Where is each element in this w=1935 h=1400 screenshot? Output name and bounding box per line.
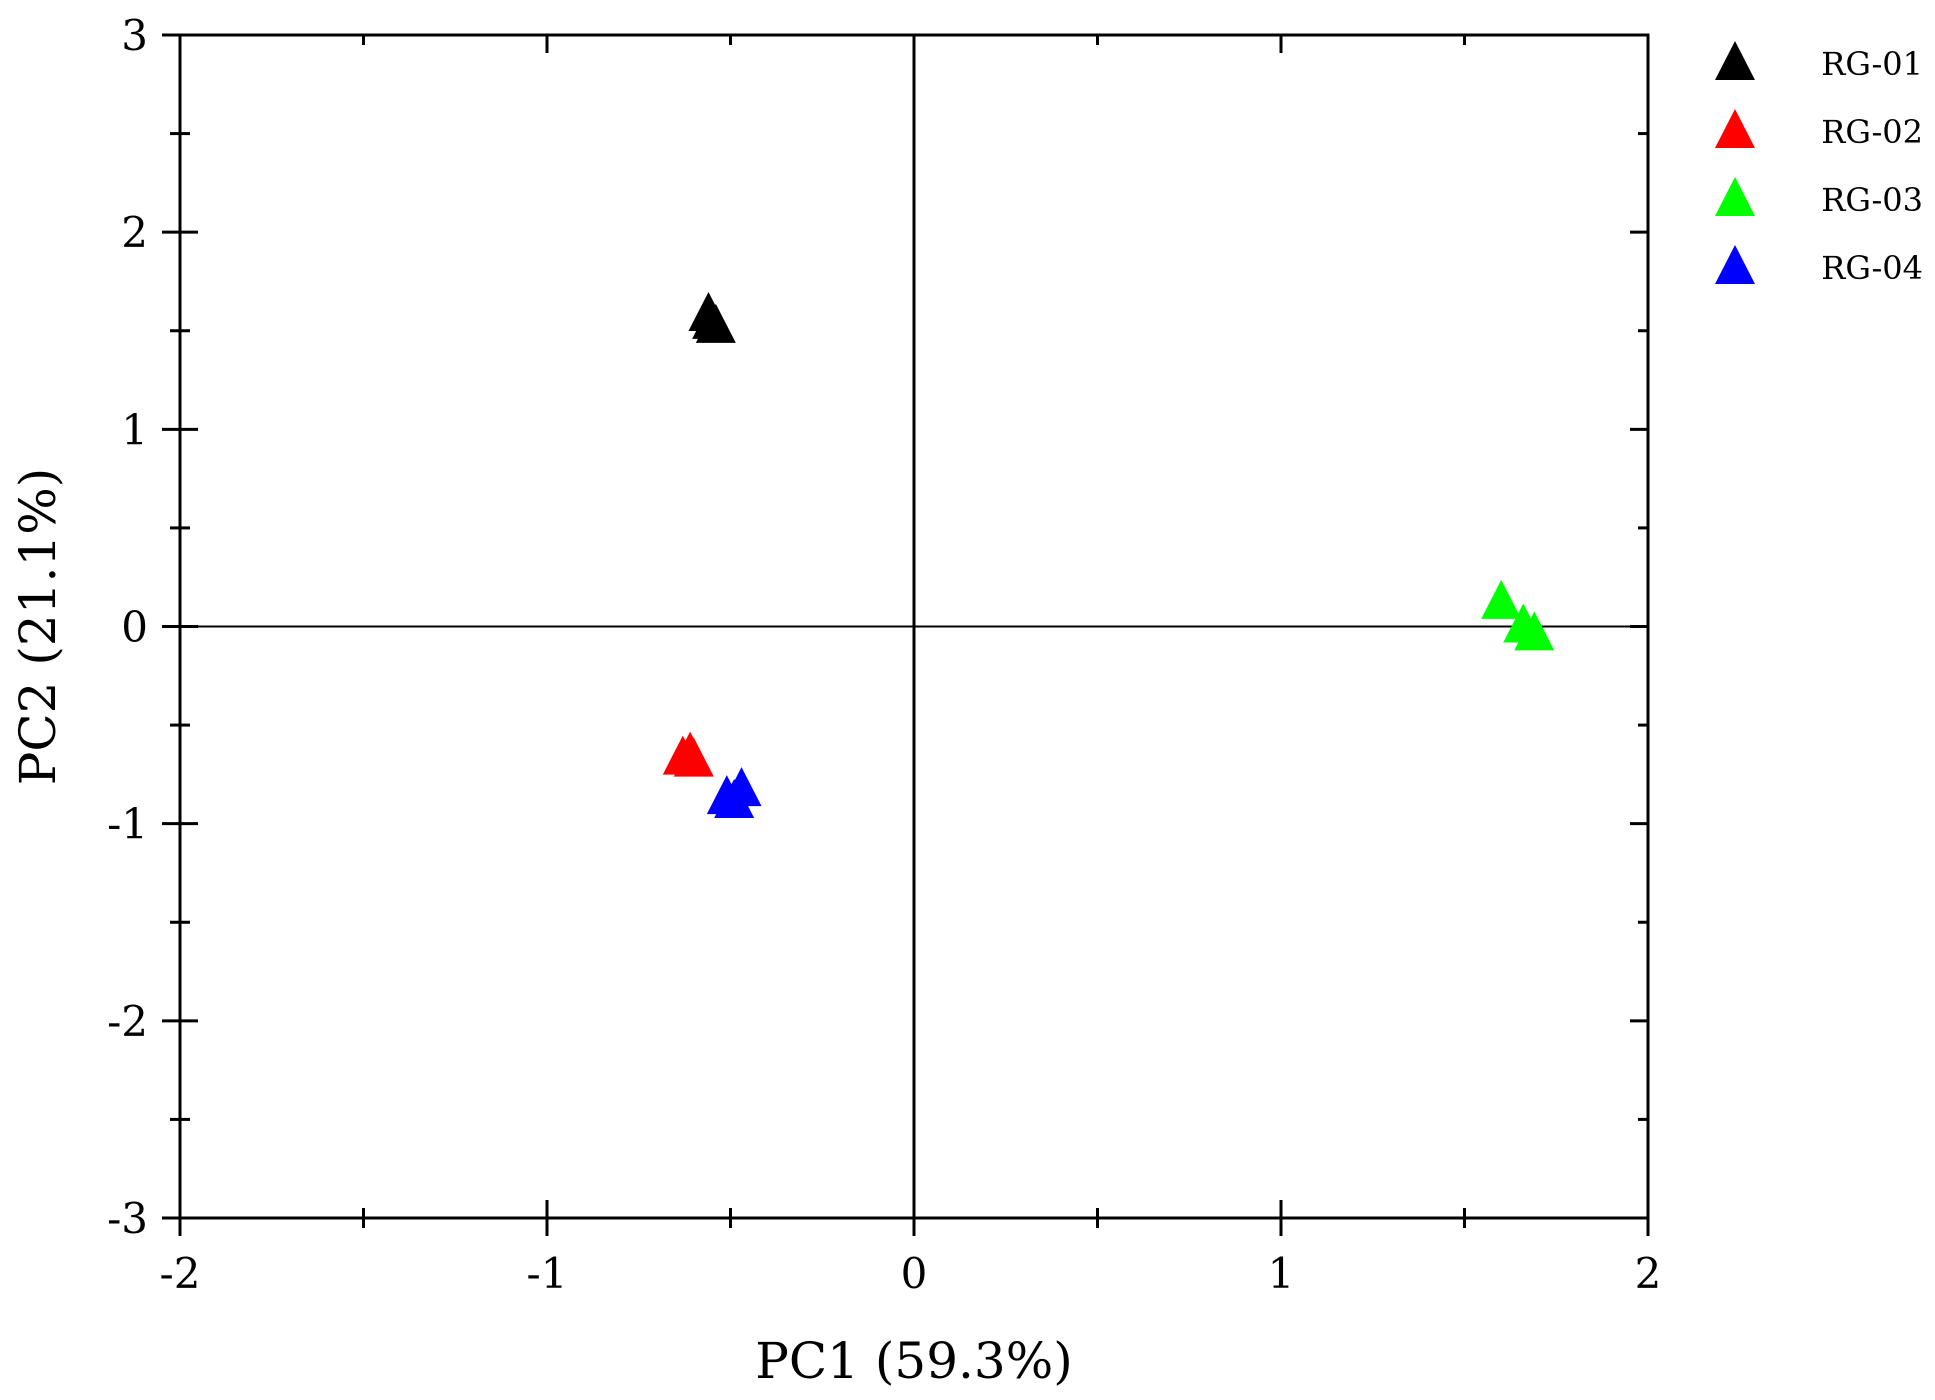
legend-marker-rg-02 [1715,109,1755,148]
y-tick-label: -3 [107,1194,148,1243]
y-tick-label: -1 [107,800,148,849]
legend-marker-rg-04 [1715,245,1755,284]
data-point-rg-02 [673,737,714,777]
legend-marker-rg-03 [1715,177,1755,216]
reference-lines [180,35,1648,1218]
axis-ticks [162,33,1650,1236]
legend: RG-01 RG-02 RG-03 RG-04 [1715,41,1923,287]
y-tick-label: 0 [121,603,148,652]
data-point-rg-03 [1481,579,1522,619]
y-tick-label: 2 [121,208,148,257]
x-tick-label: -1 [527,1249,568,1298]
x-tick-label: 0 [901,1249,928,1298]
y-tick-label: -2 [107,997,148,1046]
data-point-rg-04 [714,779,755,819]
y-axis-title: PC2 (21.1%) [9,468,67,785]
data-points [662,292,1555,819]
legend-label-rg-04: RG-04 [1821,249,1923,287]
x-axis-title: PC1 (59.3%) [755,1332,1072,1390]
y-tick-label: 1 [121,405,148,454]
x-tick-label: 1 [1268,1249,1295,1298]
legend-label-rg-03: RG-03 [1821,181,1923,219]
y-tick-label: 3 [121,11,148,60]
legend-label-rg-02: RG-02 [1821,113,1923,151]
data-point-rg-03 [1514,611,1555,651]
x-tick-label: -2 [160,1249,201,1298]
data-point-rg-01 [695,303,736,343]
legend-label-rg-01: RG-01 [1821,45,1923,83]
x-tick-label: 2 [1635,1249,1662,1298]
legend-marker-rg-01 [1715,41,1755,80]
plot-frame [178,33,1650,1220]
